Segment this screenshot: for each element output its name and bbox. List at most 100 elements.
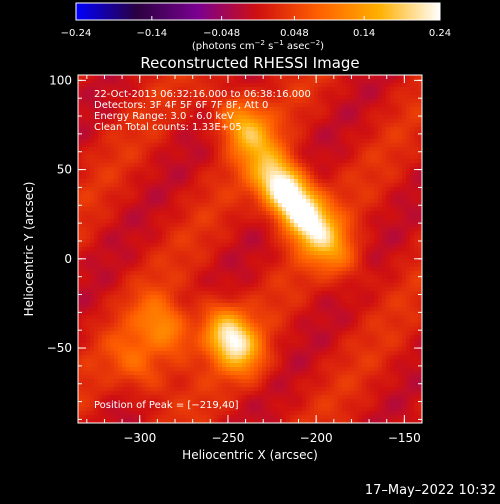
heatmap-cell bbox=[286, 247, 290, 251]
heatmap-cell bbox=[146, 191, 150, 195]
heatmap-cell bbox=[386, 283, 390, 287]
heatmap-cell bbox=[202, 79, 206, 83]
heatmap-cell bbox=[118, 159, 122, 163]
heatmap-cell bbox=[378, 163, 382, 167]
heatmap-cell bbox=[362, 223, 366, 227]
heatmap-cell bbox=[110, 239, 114, 243]
heatmap-cell bbox=[398, 79, 402, 83]
heatmap-cell bbox=[242, 171, 246, 175]
heatmap-cell bbox=[134, 303, 138, 307]
heatmap-cell bbox=[170, 203, 174, 207]
heatmap-cell bbox=[102, 275, 106, 279]
heatmap-cell bbox=[210, 291, 214, 295]
heatmap-cell bbox=[126, 139, 130, 143]
heatmap-cell bbox=[122, 263, 126, 267]
heatmap-cell bbox=[322, 243, 326, 247]
heatmap-cell bbox=[366, 279, 370, 283]
heatmap-cell bbox=[334, 171, 338, 175]
heatmap-cell bbox=[258, 263, 262, 267]
heatmap-cell bbox=[186, 151, 190, 155]
heatmap-cell bbox=[394, 131, 398, 135]
heatmap-cell bbox=[198, 259, 202, 263]
heatmap-cell bbox=[294, 271, 298, 275]
heatmap-cell bbox=[262, 179, 266, 183]
heatmap-cell bbox=[190, 175, 194, 179]
heatmap-cell bbox=[322, 147, 326, 151]
heatmap-cell bbox=[198, 303, 202, 307]
heatmap-cell bbox=[190, 147, 194, 151]
heatmap-cell bbox=[410, 187, 414, 191]
heatmap-cell bbox=[98, 291, 102, 295]
heatmap-cell bbox=[78, 271, 82, 275]
heatmap-cell bbox=[346, 267, 350, 271]
heatmap-cell bbox=[246, 179, 250, 183]
heatmap-cell bbox=[202, 255, 206, 259]
heatmap-cell bbox=[174, 207, 178, 211]
heatmap-cell bbox=[358, 163, 362, 167]
heatmap-cell bbox=[170, 267, 174, 271]
heatmap-cell bbox=[390, 143, 394, 147]
heatmap-cell bbox=[398, 267, 402, 271]
heatmap-cell bbox=[314, 83, 318, 87]
heatmap-cell bbox=[230, 267, 234, 271]
heatmap-cell bbox=[238, 203, 242, 207]
heatmap-cell bbox=[386, 195, 390, 199]
heatmap-cell bbox=[254, 231, 258, 235]
heatmap-cell bbox=[174, 79, 178, 83]
heatmap-cell bbox=[262, 187, 266, 191]
heatmap-cell bbox=[342, 247, 346, 251]
heatmap-cell bbox=[254, 203, 258, 207]
heatmap-cell bbox=[386, 175, 390, 179]
heatmap-cell bbox=[134, 171, 138, 175]
heatmap-cell bbox=[278, 215, 282, 219]
heatmap-cell bbox=[282, 191, 286, 195]
heatmap-cell bbox=[286, 279, 290, 283]
heatmap-cell bbox=[406, 75, 410, 79]
heatmap-cell bbox=[262, 111, 266, 115]
heatmap-cell bbox=[410, 235, 414, 239]
heatmap-cell bbox=[94, 199, 98, 203]
heatmap-cell bbox=[414, 279, 418, 283]
heatmap-cell bbox=[162, 175, 166, 179]
heatmap-cell bbox=[338, 91, 342, 95]
heatmap-cell bbox=[342, 207, 346, 211]
heatmap-cell bbox=[386, 179, 390, 183]
heatmap-cell bbox=[294, 259, 298, 263]
heatmap-cell bbox=[270, 167, 274, 171]
heatmap-cell bbox=[82, 259, 86, 263]
heatmap-cell bbox=[186, 247, 190, 251]
heatmap-cell bbox=[82, 219, 86, 223]
heatmap-cell bbox=[202, 167, 206, 171]
heatmap-cell bbox=[166, 267, 170, 271]
heatmap-cell bbox=[122, 275, 126, 279]
heatmap-cell bbox=[226, 215, 230, 219]
heatmap-cell bbox=[170, 83, 174, 87]
heatmap-cell bbox=[358, 155, 362, 159]
heatmap-cell bbox=[330, 131, 334, 135]
heatmap-cell bbox=[322, 83, 326, 87]
heatmap-cell bbox=[78, 303, 82, 307]
heatmap-cell bbox=[174, 247, 178, 251]
heatmap-cell bbox=[170, 255, 174, 259]
heatmap-cell bbox=[194, 303, 198, 307]
heatmap-cell bbox=[190, 179, 194, 183]
heatmap-cell bbox=[182, 251, 186, 255]
heatmap-cell bbox=[254, 151, 258, 155]
heatmap-cell bbox=[110, 203, 114, 207]
heatmap-cell bbox=[342, 183, 346, 187]
heatmap-cell bbox=[234, 195, 238, 199]
heatmap-cell bbox=[326, 227, 330, 231]
heatmap-cell bbox=[302, 131, 306, 135]
heatmap-cell bbox=[326, 239, 330, 243]
heatmap-cell bbox=[286, 199, 290, 203]
heatmap-cell bbox=[94, 271, 98, 275]
heatmap-cell bbox=[338, 247, 342, 251]
heatmap-cell bbox=[202, 299, 206, 303]
heatmap-cell bbox=[374, 99, 378, 103]
heatmap-cell bbox=[282, 243, 286, 247]
heatmap-cell bbox=[138, 83, 142, 87]
heatmap-cell bbox=[82, 111, 86, 115]
heatmap-cell bbox=[374, 203, 378, 207]
heatmap-cell bbox=[78, 295, 82, 299]
heatmap-cell bbox=[194, 275, 198, 279]
